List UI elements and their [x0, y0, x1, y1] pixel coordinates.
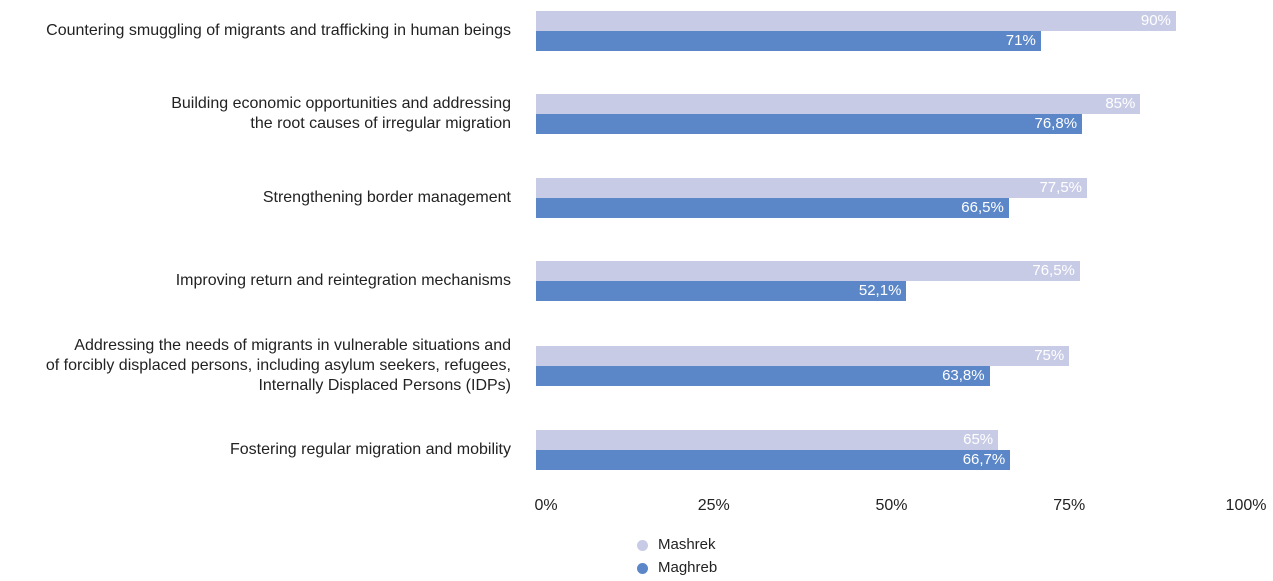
- legend-swatch: [637, 539, 648, 551]
- category-label-line: Internally Displaced Persons (IDPs): [258, 377, 511, 394]
- data-label: 63,8%: [942, 367, 985, 384]
- data-label: 65%: [963, 431, 994, 448]
- data-label: 77,5%: [1039, 179, 1083, 196]
- category-label: Countering smuggling of migrants and tra…: [46, 21, 511, 41]
- legend-item-mashrek: Mashrek: [637, 535, 717, 555]
- x-tick-label: 50%: [875, 497, 908, 514]
- legend-item-maghreb: Maghreb: [637, 558, 717, 578]
- category-label-line: Countering smuggling of migrants and tra…: [46, 22, 511, 39]
- category-label-line: Building economic opportunities and addr…: [171, 95, 511, 112]
- data-label: 71%: [1005, 32, 1036, 49]
- bar-maghreb: 76,8%: [536, 114, 1083, 134]
- category-label: Strengthening border management: [263, 188, 511, 208]
- data-label: 90%: [1140, 12, 1171, 29]
- bar-maghreb: 66,7%: [536, 450, 1011, 470]
- data-label: 76,8%: [1034, 115, 1078, 132]
- category-label-line: Fostering regular migration and mobility: [229, 441, 511, 458]
- category-label: Improving return and reintegration mecha…: [176, 271, 511, 291]
- bar-maghreb: 52,1%: [536, 281, 907, 301]
- bar-mashrek: 76,5%: [536, 261, 1080, 281]
- x-tick-label: 0%: [534, 497, 558, 514]
- bar-mashrek: 77,5%: [536, 178, 1088, 198]
- data-label: 85%: [1105, 95, 1136, 112]
- data-label: 66,5%: [961, 199, 1004, 216]
- x-tick-label: 100%: [1225, 497, 1267, 514]
- bar-mashrek: 75%: [536, 346, 1070, 366]
- category-label: Addressing the needs of migrants in vuln…: [46, 336, 511, 396]
- category-label: Building economic opportunities and addr…: [171, 94, 511, 134]
- category-label-line: of forcibly displaced persons, including…: [45, 357, 511, 374]
- x-tick-label: 25%: [697, 497, 730, 514]
- data-label: 52,1%: [858, 282, 902, 299]
- data-label: 76,5%: [1032, 262, 1075, 279]
- x-tick-label: 75%: [1053, 497, 1086, 514]
- bar-maghreb: 66,5%: [536, 198, 1009, 218]
- legend-swatch: [637, 562, 648, 574]
- bar-maghreb: 63,8%: [536, 366, 990, 386]
- bar-maghreb: 71%: [536, 31, 1041, 51]
- category-label: Fostering regular migration and mobility: [230, 440, 511, 460]
- bar-mashrek: 90%: [536, 11, 1176, 31]
- data-label: 75%: [1034, 347, 1065, 364]
- legend: Mashrek Maghreb: [637, 535, 717, 581]
- legend-label: Mashrek: [658, 536, 716, 553]
- category-label-line: Strengthening border management: [262, 189, 511, 206]
- legend-label: Maghreb: [658, 559, 718, 576]
- data-label: 66,7%: [962, 451, 1006, 468]
- category-label-line: Improving return and reintegration mecha…: [175, 272, 511, 289]
- bar-mashrek: 65%: [536, 430, 999, 450]
- bar-mashrek: 85%: [536, 94, 1141, 114]
- category-label-line: Addressing the needs of migrants in vuln…: [74, 337, 511, 354]
- category-label-line: the root causes of irregular migration: [250, 115, 511, 132]
